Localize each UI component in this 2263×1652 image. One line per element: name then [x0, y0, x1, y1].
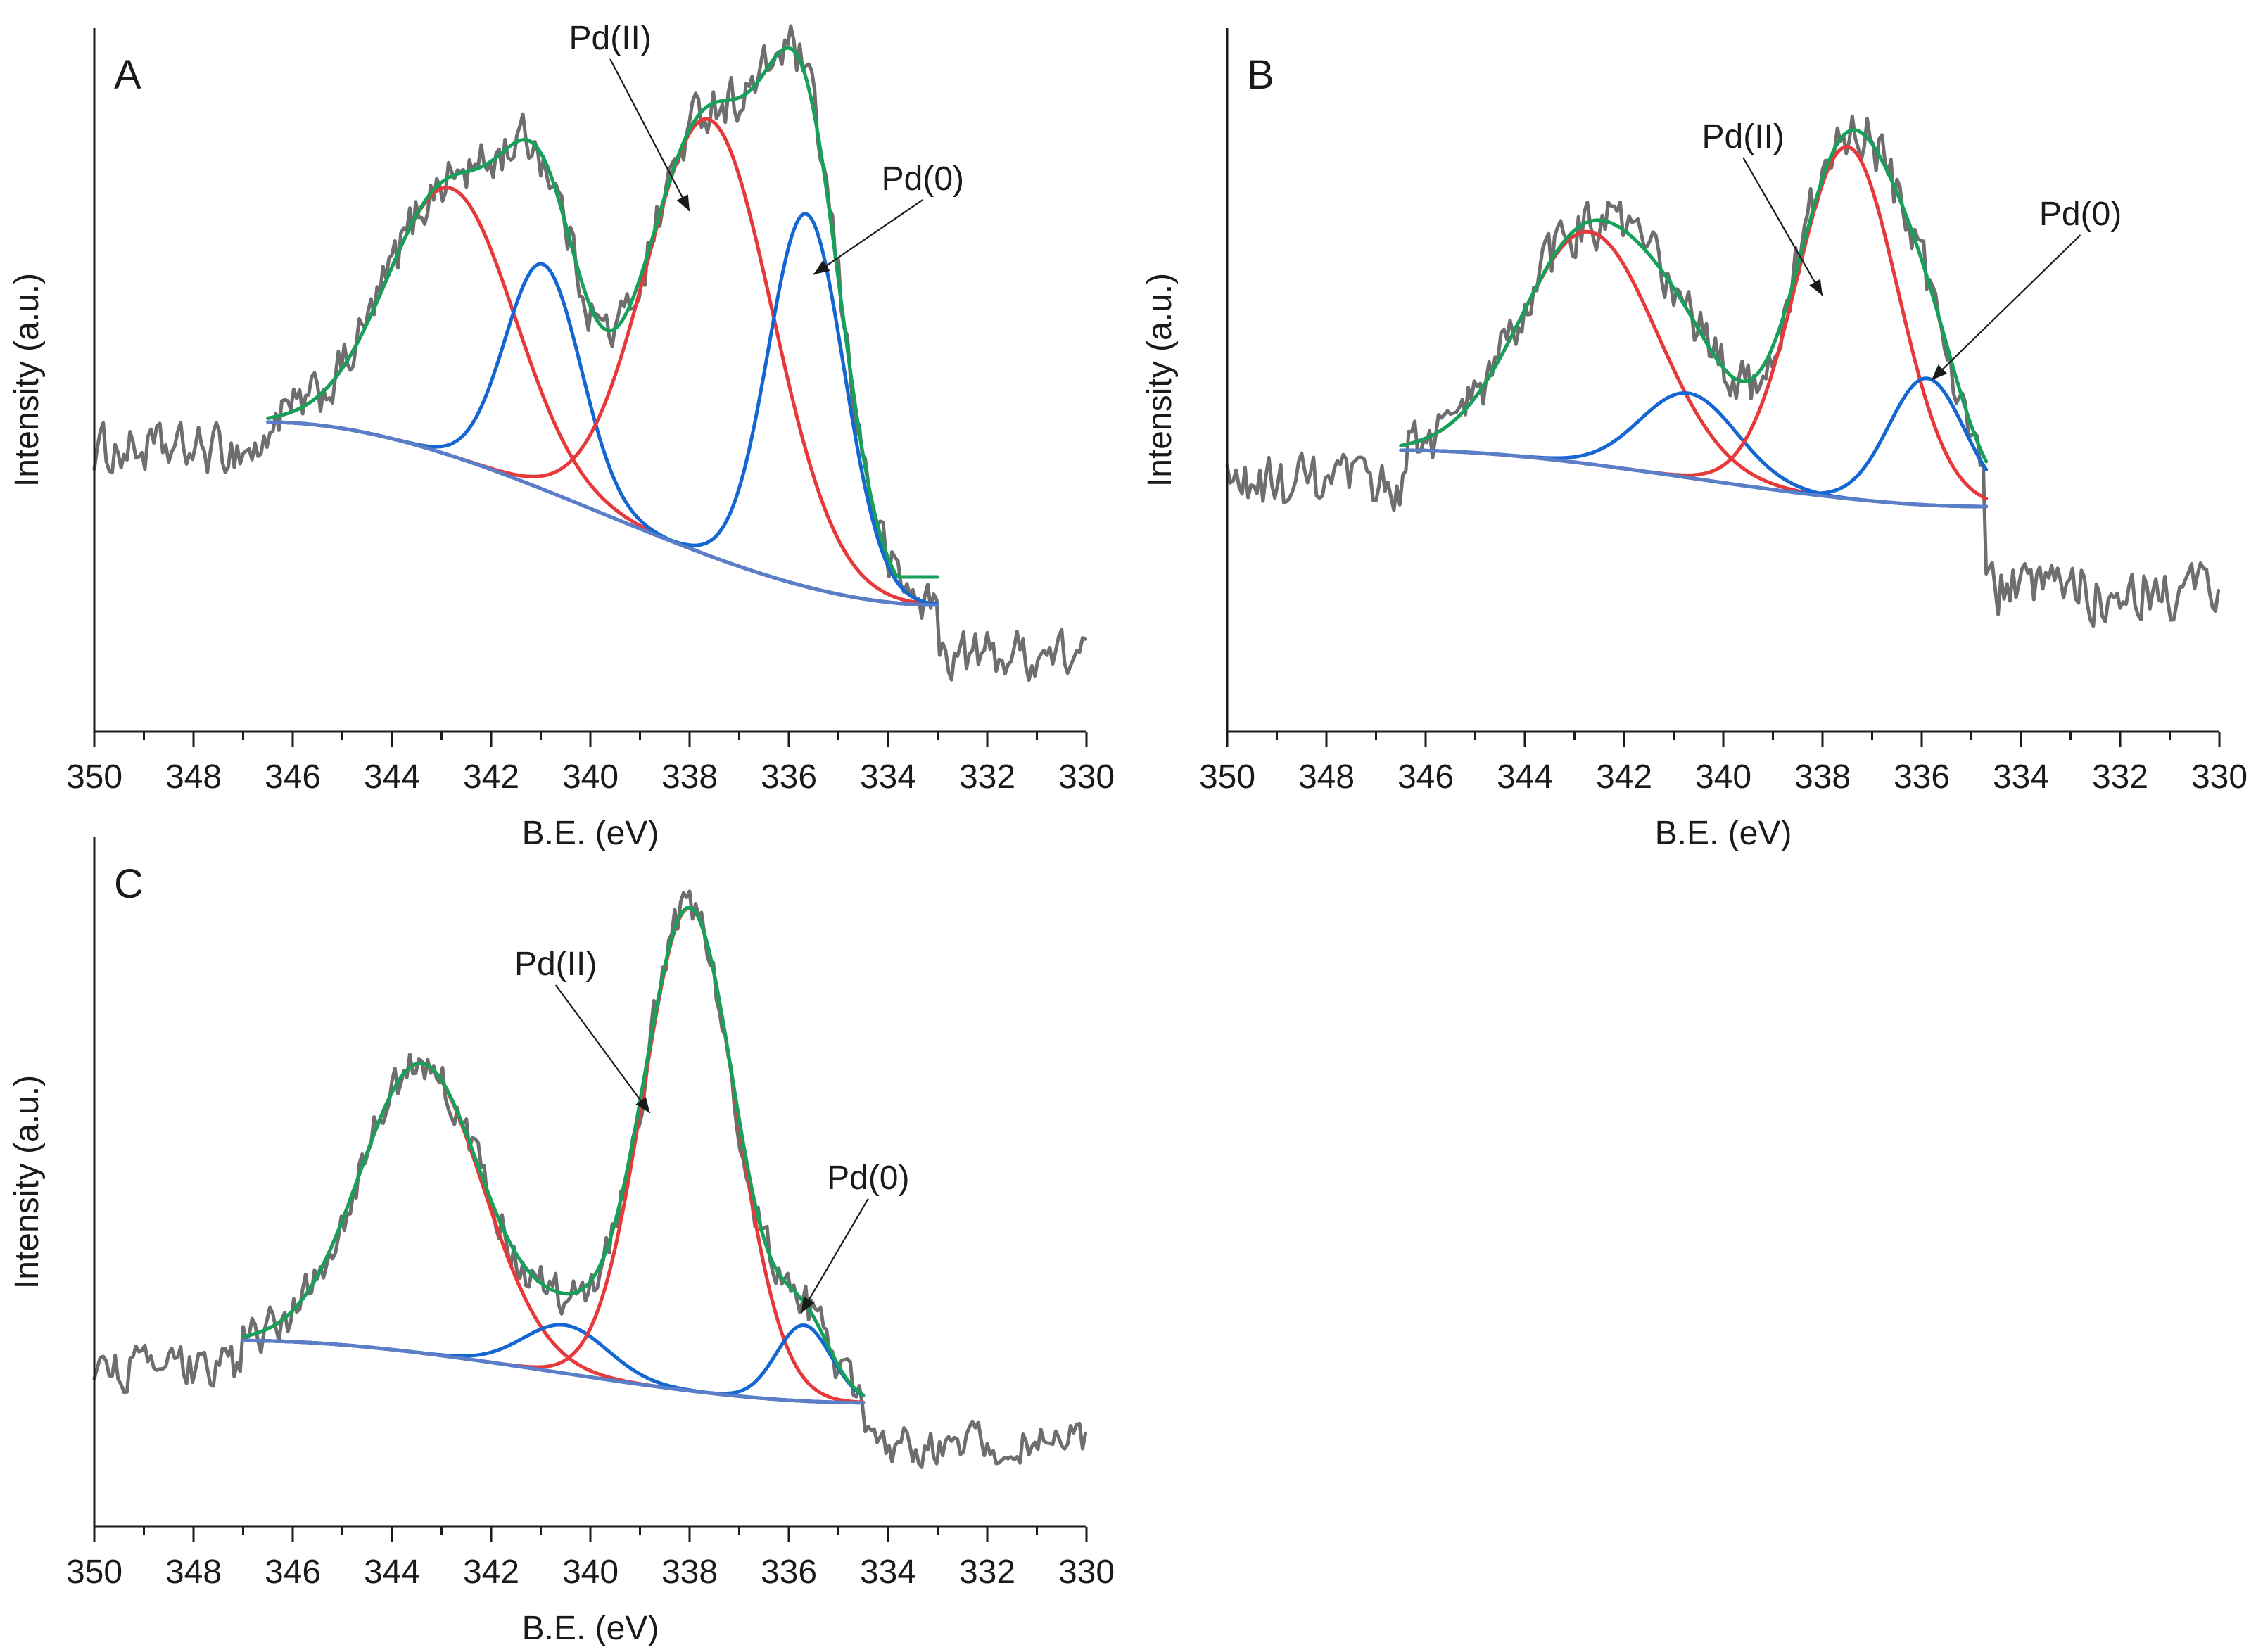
annotation-arrowhead	[676, 194, 690, 211]
x-tick-label: 344	[364, 758, 420, 796]
x-tick-label: 334	[860, 1553, 916, 1591]
chart-panel-b: 350 348 346 344 342 340 338 336 334 332 330 B.E. (e…	[1141, 28, 2248, 852]
x-tick-label: 346	[265, 1553, 321, 1591]
x-axis-title: B.E. (eV)	[522, 815, 659, 852]
x-tick-label: 342	[1596, 758, 1652, 796]
x-tick-label: 344	[1497, 758, 1553, 796]
x-tick-label: 350	[66, 1553, 122, 1591]
x-tick-label: 336	[761, 758, 817, 796]
x-tick-label: 340	[1695, 758, 1751, 796]
y-axis-title: Intensity (a.u.)	[8, 1075, 46, 1289]
background-line	[266, 420, 939, 607]
x-tick-label: 350	[66, 758, 122, 796]
x-tick-label: 330	[2191, 758, 2248, 796]
x-tick-label: 334	[860, 758, 916, 796]
background-line	[241, 1338, 866, 1405]
x-tick-label: 348	[1298, 758, 1355, 796]
envelope-fit-line	[241, 906, 866, 1397]
x-tick-label: 330	[1058, 758, 1115, 796]
x-tick-label: 338	[1794, 758, 1851, 796]
x-tick-label: 348	[165, 758, 222, 796]
raw-spectrum-line	[1225, 114, 2221, 628]
x-tick-label: 332	[959, 1553, 1015, 1591]
annotation-leader-line	[554, 984, 651, 1114]
annotation-arrowhead	[1809, 279, 1823, 296]
envelope-fit-line	[1399, 128, 1989, 464]
x-tick-label: 340	[562, 1553, 619, 1591]
x-axis-title: B.E. (eV)	[1655, 815, 1792, 852]
chart-panel-c: 350 348 346 344 342 340 338 336 334 332 330 B.E. (e…	[8, 837, 1115, 1647]
x-tick-label: 348	[165, 1553, 222, 1591]
fit-peak-pd2-3	[266, 117, 939, 606]
fit-peak-pd0-4	[241, 1323, 866, 1397]
annotation-leader-line	[800, 1198, 869, 1314]
x-tick-label: 342	[463, 758, 519, 796]
x-tick-label: 332	[959, 758, 1015, 796]
x-tick-label: 346	[1397, 758, 1454, 796]
envelope-fit-line	[266, 46, 939, 579]
panel-label: C	[114, 861, 144, 907]
x-tick-label: 334	[1993, 758, 2049, 796]
x-tick-label: 338	[661, 1553, 718, 1591]
chart-panel-a: 350 348 346 344 342 340 338 336 334 332 330 B.E. (e…	[8, 20, 1115, 852]
x-tick-label: 346	[265, 758, 321, 796]
annotation-leader-line	[609, 58, 690, 212]
annotation-arrowhead	[801, 1296, 815, 1314]
x-tick-label: 340	[562, 758, 619, 796]
annotation-pd0: Pd(0)	[882, 160, 964, 198]
fit-peak-pd2-1	[266, 186, 939, 607]
panel-label: A	[114, 52, 141, 98]
x-axis-title: B.E. (eV)	[522, 1610, 659, 1647]
annotation-pd0: Pd(0)	[2039, 196, 2122, 233]
x-tick-label: 336	[761, 1553, 817, 1591]
annotation-arrowhead	[813, 260, 830, 274]
x-tick-label: 332	[2092, 758, 2148, 796]
background-line	[1399, 448, 1989, 509]
annotation-leader-line	[813, 199, 923, 275]
annotation-pdii: Pd(II)	[569, 20, 652, 57]
y-axis-title: Intensity (a.u.)	[1141, 273, 1179, 487]
x-tick-label: 338	[661, 758, 718, 796]
x-tick-label: 330	[1058, 1553, 1115, 1591]
annotation-arrowhead	[1932, 364, 1948, 380]
annotation-pd0: Pd(0)	[827, 1159, 909, 1197]
annotation-pdii: Pd(II)	[1702, 118, 1785, 155]
annotation-leader-line	[1931, 234, 2081, 381]
x-tick-label: 344	[364, 1553, 420, 1591]
y-axis-title: Intensity (a.u.)	[8, 273, 46, 487]
annotation-leader-line	[1742, 157, 1823, 296]
x-tick-label: 350	[1199, 758, 1255, 796]
x-tick-label: 342	[463, 1553, 519, 1591]
panel-label: B	[1247, 52, 1274, 98]
x-tick-label: 336	[1894, 758, 1950, 796]
annotation-arrowhead	[635, 1096, 650, 1113]
raw-spectrum-line	[92, 24, 1088, 682]
annotation-pdii: Pd(II)	[514, 946, 597, 983]
